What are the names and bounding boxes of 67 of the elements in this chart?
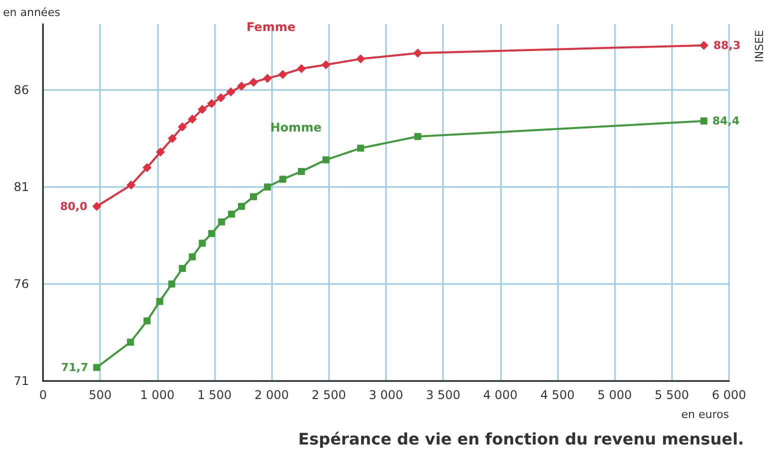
point: [188, 114, 197, 124]
point: [188, 253, 196, 260]
point: [156, 148, 165, 157]
point: [238, 202, 245, 210]
x-tick-label: 6 000: [712, 388, 746, 402]
point: [218, 218, 226, 226]
point: [414, 133, 422, 140]
y-tick-label: 86: [14, 82, 29, 97]
x-tick-label: 2 000: [254, 388, 289, 402]
data-label: 88,3: [713, 38, 740, 52]
point: [321, 60, 330, 70]
series-label: Homme: [270, 120, 322, 134]
x-tick-label: 2 500: [312, 388, 346, 402]
text: INSEE: [753, 30, 766, 62]
x-tick-label: 0: [39, 388, 47, 402]
point: [262, 74, 272, 83]
point: [178, 264, 186, 272]
point: [216, 93, 226, 102]
x-tick-label: 4 500: [540, 388, 575, 402]
point: [413, 48, 422, 58]
point: [226, 87, 236, 96]
x-axis-title: en euros: [681, 408, 730, 421]
point: [126, 180, 136, 190]
point: [322, 156, 330, 164]
point: [93, 364, 100, 371]
point: [298, 168, 305, 175]
point: [198, 104, 207, 114]
point: [156, 298, 164, 305]
point: [144, 317, 151, 324]
data-label: 80,0: [60, 200, 88, 213]
point: [264, 183, 271, 190]
point: [357, 144, 364, 152]
x-tick-label: 4 000: [483, 388, 518, 402]
y-tick-label: 76: [14, 276, 29, 291]
point: [700, 118, 708, 125]
point: [92, 202, 102, 211]
point: [279, 176, 286, 183]
point: [198, 240, 206, 247]
x-tick-label: 5 000: [597, 388, 632, 402]
point: [296, 64, 306, 74]
point: [168, 134, 177, 143]
point: [250, 193, 257, 200]
point: [178, 122, 187, 132]
point: [248, 78, 258, 87]
x-tick-label: 500: [88, 388, 112, 402]
x-tick-label: 3 000: [368, 388, 404, 402]
x-tick-label: 3 500: [426, 388, 460, 402]
point: [699, 40, 708, 50]
x-tick-label: 1 000: [140, 388, 175, 402]
x-tick-label: 5 500: [654, 388, 690, 402]
point: [207, 99, 216, 108]
point: [356, 54, 366, 64]
y-tick-label: 81: [14, 180, 29, 194]
point: [142, 163, 152, 172]
data-label: 71,7: [61, 360, 88, 374]
point: [236, 82, 246, 91]
point: [278, 70, 288, 79]
x-tick-label: 1 500: [197, 388, 232, 402]
point: [168, 280, 176, 288]
y-axis-title: en années: [3, 6, 60, 19]
data-label: 84,4: [712, 114, 740, 128]
y-tick-label: 71: [14, 374, 29, 388]
text: Espérance de vie en fonction du revenu mensuel.: [298, 430, 744, 448]
point: [228, 210, 236, 218]
point: [208, 230, 216, 238]
text: Femme: [246, 20, 296, 34]
point: [126, 338, 134, 346]
